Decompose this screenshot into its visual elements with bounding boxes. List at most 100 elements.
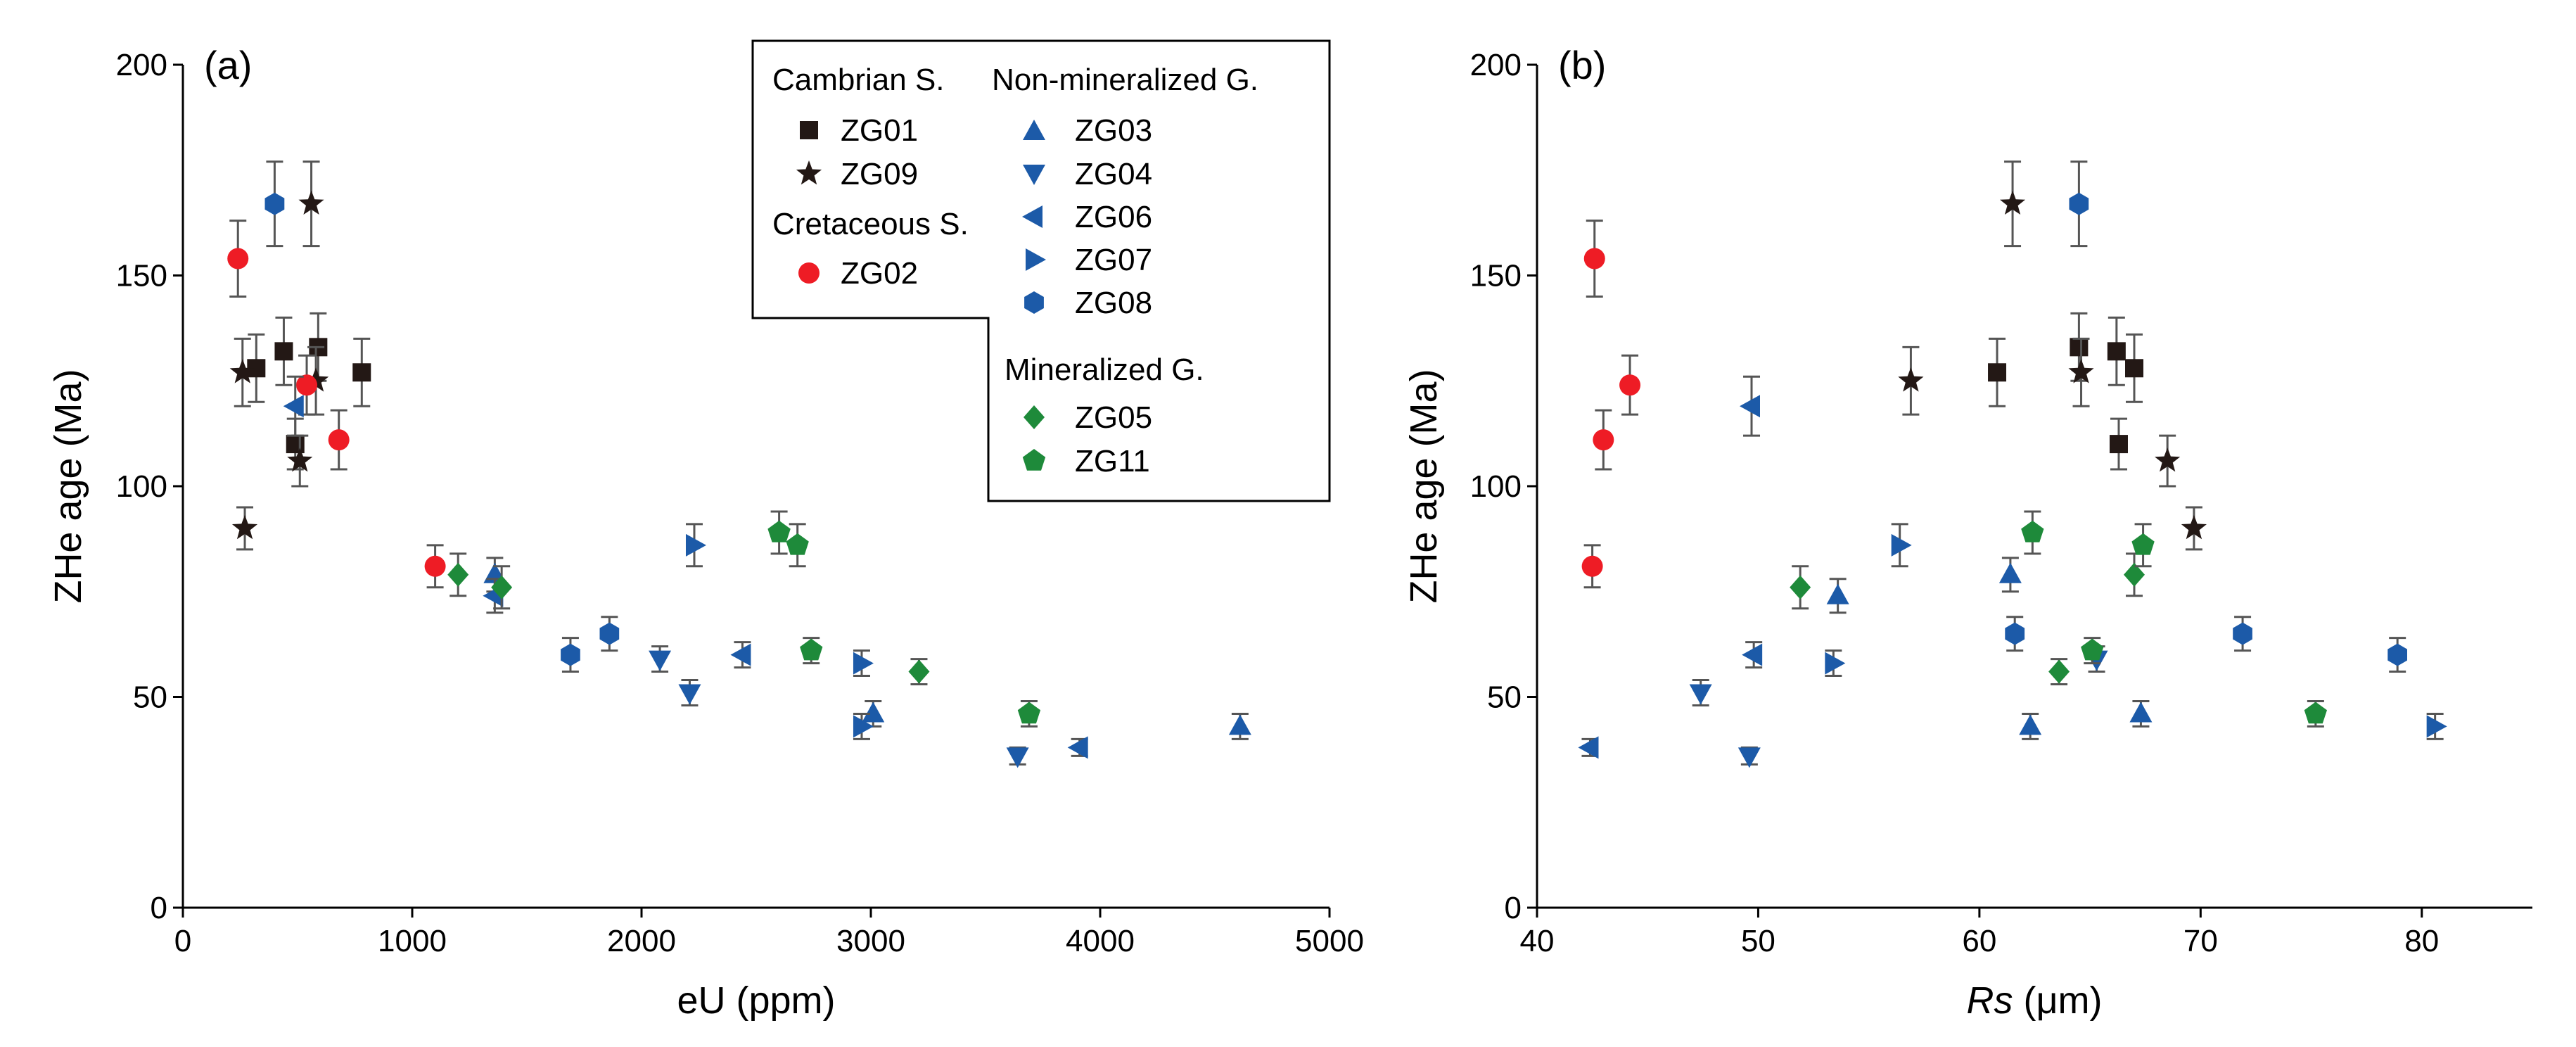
panel-a-point-zg04: [678, 679, 701, 706]
panel-a-ticks: 0 1000 2000 3000 4000 5000 0 50 100 150 200: [116, 48, 1364, 958]
zg09-marker: [2000, 190, 2026, 215]
panel-a-point-zg07: [685, 523, 706, 568]
panel-a-point-zg11: [786, 523, 809, 568]
zg03-marker: [1228, 714, 1251, 735]
panel-a-x-tick-label: 0: [174, 924, 191, 958]
zg04-marker: [1689, 684, 1712, 705]
zg05-marker: [2048, 659, 2070, 684]
panel-a-x-tick-label: 3000: [836, 924, 905, 958]
legend-label-zg01: ZG01: [841, 113, 918, 148]
zg11-marker: [2081, 638, 2104, 661]
panel-a-points: [227, 160, 1251, 768]
zg06-marker: [1067, 736, 1088, 759]
panel-a-y-tick-label: 150: [116, 259, 167, 293]
legend-label-zg07: ZG07: [1075, 243, 1152, 277]
panel-b-point-zg11: [2131, 523, 2155, 568]
legend-title-mineralized: Mineralized G.: [1005, 353, 1204, 387]
panel-b-x-tick-label: 70: [2183, 924, 2218, 958]
zg01-marker: [1988, 363, 2007, 382]
panel-a-point-zg04: [649, 645, 672, 673]
panel-b-point-zg08: [2069, 160, 2089, 248]
panel-a-point-zg08: [264, 160, 285, 248]
zg02-marker: [424, 555, 446, 577]
zg09-marker: [1898, 367, 1924, 392]
panel-b-point-zg06: [1742, 641, 1763, 669]
panel-b-y-tick-label: 150: [1470, 259, 1522, 293]
panel-a-point-zg07: [853, 712, 874, 740]
panel-b-point-zg04: [1689, 679, 1712, 706]
panel-b-x-title: Rs (μm): [1966, 979, 2102, 1022]
zg01-marker: [352, 363, 371, 382]
panel-a-point-zg03: [1228, 712, 1251, 740]
panel-b-point-zg05: [2124, 552, 2145, 597]
zg05-marker: [491, 575, 513, 599]
panel-b-point-zg03: [2129, 699, 2153, 728]
zg09-marker: [2181, 514, 2207, 540]
legend-label-zg08: ZG08: [1075, 286, 1152, 320]
panel-b-point-zg01: [2109, 417, 2128, 471]
panel-a-x-tick-label: 2000: [607, 924, 676, 958]
panel-a-point-zg02: [328, 409, 350, 471]
panel-b-x-tick-label: 80: [2404, 924, 2439, 958]
zg08-marker: [2005, 622, 2025, 645]
legend-marker-zg01: [800, 121, 818, 139]
zg03-marker: [1998, 562, 2022, 583]
panel-a-point-zg06: [730, 641, 751, 669]
zg02-marker: [1593, 429, 1614, 451]
zg11-marker: [2131, 533, 2155, 555]
panel-a-point-zg09: [298, 160, 324, 248]
zg02-marker: [1583, 248, 1605, 269]
panel-a-x-tick-label: 1000: [378, 924, 447, 958]
panel-b-point-zg01: [1988, 337, 2007, 407]
zg02-marker: [227, 248, 249, 269]
panel-b-point-zg03: [2019, 712, 2042, 740]
panel-b-point-zg01: [2125, 333, 2143, 403]
panel-b-point-zg08: [2005, 616, 2025, 652]
panel-b-point-zg05: [2048, 658, 2070, 686]
panel-b-point-zg09: [2068, 337, 2094, 407]
panel-b-point-zg11: [2304, 699, 2327, 728]
panel-b-x-title-italic: Rs: [1966, 979, 2013, 1022]
zg01-marker: [2109, 435, 2128, 454]
legend-label-zg09: ZG09: [841, 157, 918, 191]
panel-b-point-zg02: [1619, 354, 1641, 416]
panel-b-x-title-unit: (μm): [2013, 979, 2102, 1022]
legend-title-cambrian: Cambrian S.: [772, 63, 945, 97]
zg06-marker: [283, 395, 304, 418]
zg01-marker: [2107, 342, 2126, 361]
zg01-marker: [2070, 338, 2089, 357]
legend-box: [751, 39, 1331, 502]
panel-b-y-tick-label: 0: [1505, 891, 1522, 925]
zg08-marker: [2387, 643, 2407, 666]
panel-b-point-zg01: [2107, 316, 2126, 386]
panel-b-y-title: ZHe age (Ma): [1403, 369, 1445, 603]
zg02-marker: [328, 429, 350, 451]
legend-marker-zg06: [1022, 205, 1042, 228]
legend-label-zg04: ZG04: [1075, 157, 1152, 191]
legend-marker-zg09: [796, 160, 822, 185]
legend-marker-zg11: [1022, 449, 1046, 471]
legend-label-zg02: ZG02: [841, 256, 918, 291]
panel-b-point-zg08: [2233, 616, 2252, 652]
panel-a-point-zg08: [599, 616, 620, 652]
zg09-marker: [287, 448, 313, 472]
zg03-marker: [1826, 583, 1849, 604]
panel-b-point-zg07: [1825, 649, 1846, 678]
zg02-marker: [1581, 555, 1603, 577]
zg06-marker: [1740, 395, 1761, 418]
zg08-marker: [2069, 192, 2089, 215]
panel-b-point-zg09: [2000, 160, 2026, 248]
panel-b: 40 50 60 70 80 0 50 100 150 200 (b) Rs (μm) ZHe a…: [1403, 43, 2532, 1022]
panel-a-point-zg09: [231, 506, 258, 551]
panel-a-point-zg08: [561, 637, 580, 673]
zg05-marker: [2124, 562, 2145, 587]
panel-a-point-zg06: [283, 375, 304, 437]
panel-a-y-tick-label: 50: [133, 680, 167, 715]
legend-marker-zg07: [1026, 248, 1046, 271]
panel-a-y-tick-label: 100: [116, 469, 167, 504]
panel-b-point-zg03: [1826, 578, 1849, 614]
panel-b-point-zg07: [2426, 712, 2447, 740]
zg03-marker: [2129, 702, 2153, 723]
panel-a-point-zg06: [1067, 736, 1088, 759]
zg11-marker: [767, 520, 791, 542]
